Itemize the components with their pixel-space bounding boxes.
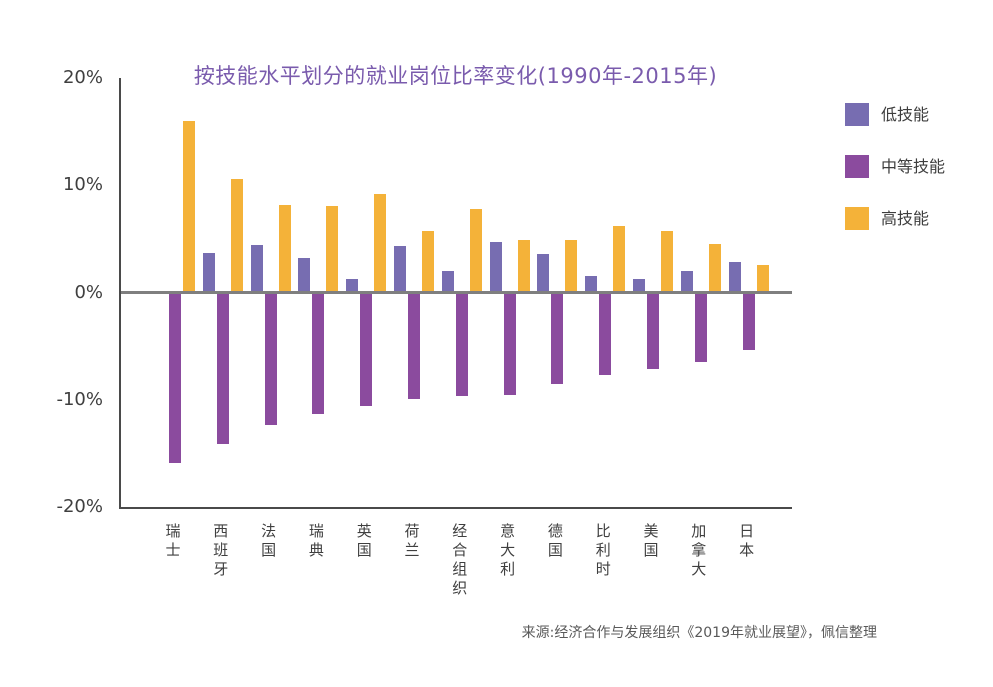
bar-低技能-瑞典	[298, 258, 311, 295]
bar-低技能-荷兰	[394, 246, 406, 295]
bar-中等技能-法国	[264, 292, 277, 426]
bar-高技能-美国	[661, 231, 673, 295]
x-axis-label-法国: 法国	[259, 523, 278, 561]
x-axis-label-西班牙: 西班牙	[211, 523, 230, 580]
x-axis-label-英国: 英国	[354, 523, 373, 561]
bar-中等技能-美国	[647, 292, 659, 369]
y-tick-label: 10%	[62, 174, 103, 196]
legend-label: 中等技能	[881, 157, 946, 176]
x-axis-label-加拿大: 加拿大	[689, 523, 708, 580]
bar-中等技能-意大利	[503, 292, 516, 396]
bar-中等技能-比利时	[599, 292, 612, 375]
x-axis-label-德国: 德国	[545, 523, 564, 561]
bar-低技能-英国	[346, 278, 359, 295]
bar-高技能-瑞典	[326, 205, 339, 295]
bar-中等技能-英国	[360, 292, 373, 407]
bar-中等技能-瑞典	[312, 292, 325, 414]
x-axis-label-瑞士: 瑞士	[163, 523, 182, 561]
bar-低技能-比利时	[585, 276, 598, 295]
bar-高技能-意大利	[517, 239, 530, 295]
bar-低技能-西班牙	[202, 252, 215, 295]
bar-低技能-美国	[633, 278, 645, 295]
x-axis-label-瑞典: 瑞典	[306, 523, 325, 561]
y-tick-label: 0%	[74, 281, 103, 303]
bar-高技能-日本	[756, 264, 769, 295]
bar-低技能-意大利	[489, 242, 502, 295]
bar-高技能-法国	[278, 204, 291, 295]
x-axis-label-意大利: 意大利	[498, 523, 517, 580]
bar-中等技能-加拿大	[694, 292, 707, 363]
chart-title: 按技能水平划分的就业岗位比率变化(1990年-2015年)	[193, 64, 718, 88]
zero-axis-line	[121, 291, 792, 294]
bar-高技能-瑞士	[183, 120, 195, 295]
x-axis-label-经合组织: 经合组织	[450, 523, 469, 599]
bar-中等技能-西班牙	[216, 292, 229, 444]
legend-label: 低技能	[881, 105, 930, 124]
bar-中等技能-经合组织	[455, 292, 468, 397]
y-tick-label: -20%	[56, 496, 103, 517]
legend-label: 高技能	[881, 209, 930, 228]
bar-低技能-德国	[537, 253, 550, 295]
bar-低技能-加拿大	[680, 271, 693, 295]
x-axis-label-美国: 美国	[641, 523, 660, 561]
x-axis-label-比利时: 比利时	[593, 523, 612, 580]
bar-高技能-荷兰	[422, 231, 434, 295]
bar-高技能-加拿大	[708, 244, 721, 295]
bar-低技能-法国	[250, 245, 263, 295]
bar-中等技能-荷兰	[408, 292, 420, 399]
plot-area	[119, 78, 792, 509]
x-axis-label-荷兰: 荷兰	[402, 523, 421, 561]
y-tick-label: -10%	[56, 388, 103, 410]
bar-中等技能-德国	[551, 292, 564, 384]
bar-高技能-比利时	[613, 226, 626, 295]
bar-高技能-德国	[565, 239, 578, 295]
bar-中等技能-日本	[742, 292, 755, 351]
bar-高技能-英国	[374, 193, 387, 295]
bar-中等技能-瑞士	[169, 292, 181, 463]
y-tick-label: 20%	[62, 67, 103, 88]
bar-高技能-经合组织	[469, 208, 482, 295]
source-note: 来源:经济合作与发展组织《2019年就业展望》，佩信整理	[521, 625, 877, 641]
x-axis-label-日本: 日本	[737, 523, 756, 561]
bar-低技能-经合组织	[441, 271, 454, 295]
bar-高技能-西班牙	[230, 178, 243, 295]
bar-低技能-日本	[728, 262, 741, 295]
legend-swatch-icon	[845, 103, 869, 126]
legend-swatch-icon	[845, 155, 869, 178]
legend-swatch-icon	[845, 207, 869, 230]
